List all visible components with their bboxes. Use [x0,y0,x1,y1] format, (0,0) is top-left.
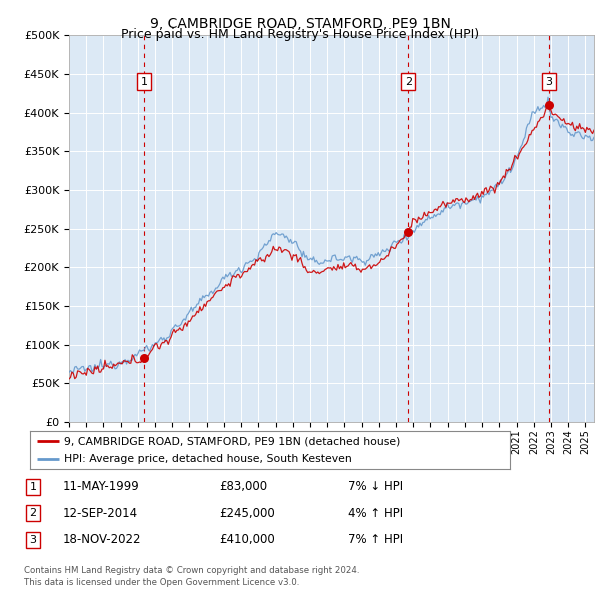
Text: HPI: Average price, detached house, South Kesteven: HPI: Average price, detached house, Sout… [64,454,352,464]
Text: 7% ↓ HPI: 7% ↓ HPI [348,480,403,493]
Text: Contains HM Land Registry data © Crown copyright and database right 2024.
This d: Contains HM Land Registry data © Crown c… [24,566,359,587]
Text: 18-NOV-2022: 18-NOV-2022 [63,533,142,546]
Text: 3: 3 [29,535,37,545]
Text: 2: 2 [29,509,37,518]
Text: 1: 1 [29,482,37,491]
Bar [549,35,594,422]
Point [403,228,413,237]
Text: 3: 3 [545,77,553,87]
Text: 7% ↑ HPI: 7% ↑ HPI [348,533,403,546]
Text: 2: 2 [405,77,412,87]
Text: 1: 1 [141,77,148,87]
Point [544,100,554,110]
Text: Price paid vs. HM Land Registry's House Price Index (HPI): Price paid vs. HM Land Registry's House … [121,28,479,41]
Text: £410,000: £410,000 [219,533,275,546]
Point [139,353,149,362]
Text: £83,000: £83,000 [219,480,267,493]
Text: 9, CAMBRIDGE ROAD, STAMFORD, PE9 1BN (detached house): 9, CAMBRIDGE ROAD, STAMFORD, PE9 1BN (de… [64,436,400,446]
Text: 11-MAY-1999: 11-MAY-1999 [63,480,140,493]
Text: 9, CAMBRIDGE ROAD, STAMFORD, PE9 1BN: 9, CAMBRIDGE ROAD, STAMFORD, PE9 1BN [149,17,451,31]
Text: 12-SEP-2014: 12-SEP-2014 [63,507,138,520]
Text: 4% ↑ HPI: 4% ↑ HPI [348,507,403,520]
Text: £245,000: £245,000 [219,507,275,520]
